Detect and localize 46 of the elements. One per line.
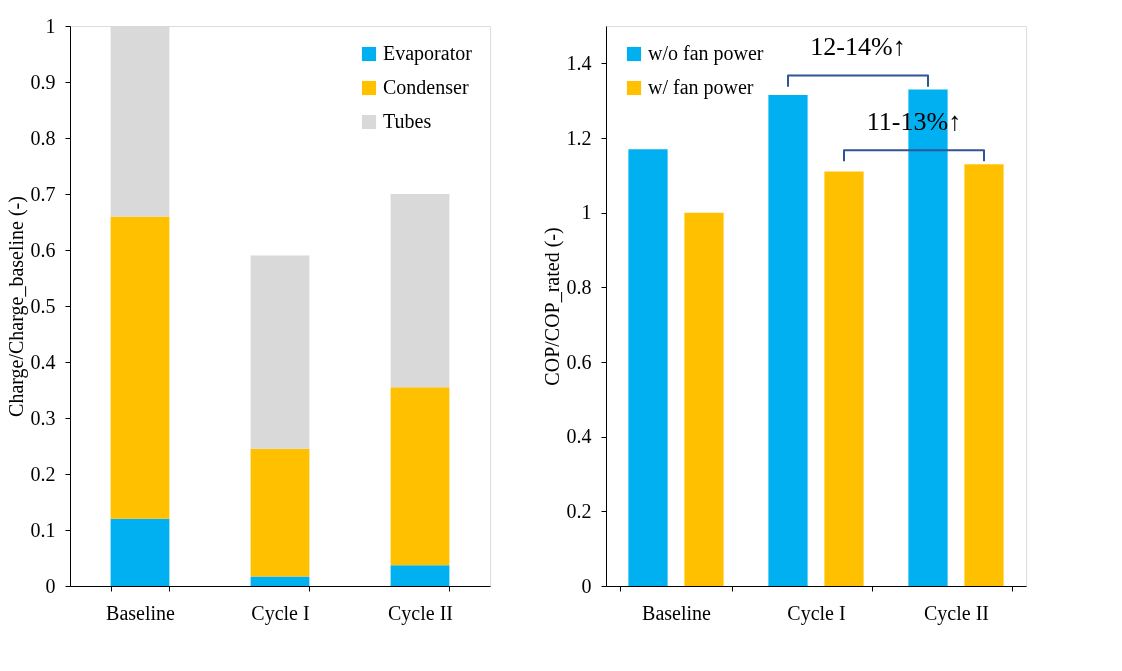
legend-label: w/o fan power xyxy=(648,42,764,65)
bar xyxy=(390,194,450,388)
y-tick-label: 0.4 xyxy=(566,425,592,448)
y-tick-label: 0.6 xyxy=(30,238,56,261)
y-axis-title: Charge/Charge_baseline (-) xyxy=(4,196,28,417)
y-tick-label: 0.8 xyxy=(566,275,592,298)
x-tick-label: Baseline xyxy=(106,601,176,624)
bar xyxy=(110,518,170,586)
bar xyxy=(390,565,450,586)
x-tick-label: Baseline xyxy=(642,601,712,624)
annotation: 12-14%↑ xyxy=(810,32,906,62)
y-tick-label: 0.2 xyxy=(30,462,56,485)
x-tick-label: Cycle I xyxy=(787,601,846,625)
y-tick-label: 0 xyxy=(45,574,56,597)
bar xyxy=(824,171,864,586)
y-tick-label: 1.4 xyxy=(566,51,592,74)
y-tick-label: 0.1 xyxy=(30,518,56,541)
y-axis-title: COP/COP_rated (-) xyxy=(540,227,564,386)
legend-label: Tubes xyxy=(383,110,432,132)
x-tick-label: Cycle II xyxy=(388,601,453,625)
legend-label: Evaporator xyxy=(383,42,473,65)
bar xyxy=(964,164,1004,586)
y-tick-label: 0 xyxy=(581,574,592,597)
y-tick-label: 1.2 xyxy=(566,126,592,149)
bar xyxy=(390,387,450,566)
bar xyxy=(250,448,310,577)
y-tick-label: 1 xyxy=(581,201,592,224)
y-tick-label: 1 xyxy=(45,14,56,37)
x-tick-label: Cycle II xyxy=(924,601,989,625)
bar xyxy=(250,255,310,449)
y-tick-label: 0.5 xyxy=(30,294,56,317)
x-tick-label: Cycle I xyxy=(251,601,310,625)
y-tick-label: 0.8 xyxy=(30,126,56,149)
y-tick-label: 0.4 xyxy=(30,350,56,373)
y-tick-label: 0.3 xyxy=(30,406,56,429)
y-tick-label: 0.9 xyxy=(30,70,56,93)
legend-label: w/ fan power xyxy=(648,76,754,99)
y-tick-label: 0.6 xyxy=(566,350,592,373)
bar xyxy=(628,149,668,586)
y-tick-label: 0.7 xyxy=(30,182,56,205)
bar xyxy=(250,576,310,586)
bar xyxy=(768,95,808,586)
legend-label: Condenser xyxy=(383,76,469,98)
bar xyxy=(110,216,170,519)
y-tick-label: 0.2 xyxy=(566,499,592,522)
bar xyxy=(684,212,724,586)
